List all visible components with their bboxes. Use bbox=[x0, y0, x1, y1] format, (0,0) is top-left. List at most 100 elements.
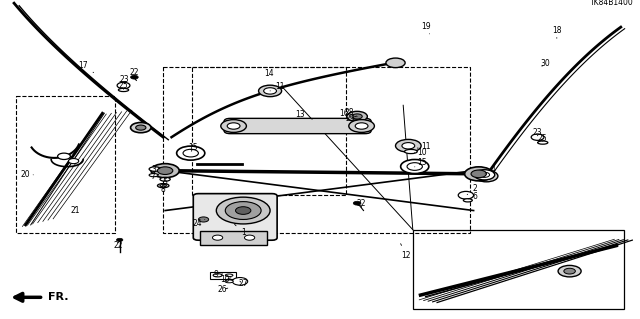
Text: 27: 27 bbox=[238, 279, 248, 288]
Circle shape bbox=[475, 170, 498, 182]
Text: 21: 21 bbox=[71, 206, 80, 215]
Circle shape bbox=[479, 172, 490, 177]
Text: 19: 19 bbox=[420, 22, 431, 34]
Circle shape bbox=[396, 139, 421, 152]
Text: 17: 17 bbox=[78, 61, 93, 73]
Circle shape bbox=[151, 164, 179, 178]
Text: TK84B1400: TK84B1400 bbox=[590, 0, 634, 7]
Circle shape bbox=[347, 111, 367, 122]
Bar bbox=[163, 67, 470, 233]
Ellipse shape bbox=[538, 141, 548, 144]
Bar bbox=[192, 67, 346, 195]
Text: 16: 16 bbox=[339, 109, 356, 118]
Circle shape bbox=[401, 160, 429, 174]
Text: 4: 4 bbox=[485, 165, 495, 174]
Circle shape bbox=[386, 58, 405, 68]
Circle shape bbox=[465, 167, 493, 181]
Circle shape bbox=[216, 197, 270, 224]
Circle shape bbox=[136, 125, 146, 130]
Text: 22: 22 bbox=[357, 199, 366, 208]
Circle shape bbox=[481, 173, 492, 179]
Circle shape bbox=[402, 143, 415, 149]
Text: 18: 18 bbox=[552, 26, 561, 38]
Ellipse shape bbox=[149, 174, 158, 177]
Ellipse shape bbox=[354, 120, 364, 123]
Text: 5: 5 bbox=[163, 178, 168, 187]
Bar bbox=[210, 272, 236, 279]
Circle shape bbox=[236, 207, 251, 214]
Text: 8: 8 bbox=[160, 185, 165, 194]
Circle shape bbox=[116, 238, 123, 241]
Text: 23: 23 bbox=[532, 128, 543, 137]
Circle shape bbox=[474, 170, 495, 180]
Circle shape bbox=[352, 114, 362, 119]
Text: 28: 28 bbox=[344, 108, 357, 117]
Circle shape bbox=[471, 170, 486, 178]
Circle shape bbox=[212, 235, 223, 240]
Ellipse shape bbox=[213, 274, 222, 277]
Text: 9: 9 bbox=[214, 271, 223, 279]
Text: 1: 1 bbox=[235, 224, 246, 237]
Circle shape bbox=[131, 75, 138, 79]
Text: 20: 20 bbox=[20, 170, 33, 179]
Ellipse shape bbox=[157, 184, 169, 188]
Text: 22: 22 bbox=[130, 68, 139, 78]
Ellipse shape bbox=[225, 280, 234, 283]
Text: 25: 25 bbox=[118, 81, 129, 90]
Text: 15: 15 bbox=[415, 158, 428, 167]
Text: 2: 2 bbox=[467, 184, 477, 195]
Circle shape bbox=[264, 88, 276, 94]
Text: 15: 15 bbox=[188, 143, 198, 152]
Text: 24: 24 bbox=[192, 219, 205, 228]
Ellipse shape bbox=[225, 274, 233, 277]
Circle shape bbox=[183, 149, 198, 157]
Ellipse shape bbox=[404, 149, 417, 154]
FancyBboxPatch shape bbox=[200, 231, 267, 245]
Text: 13: 13 bbox=[294, 110, 312, 119]
Circle shape bbox=[564, 268, 575, 274]
Text: 10: 10 bbox=[415, 148, 428, 157]
Circle shape bbox=[131, 122, 151, 133]
Circle shape bbox=[68, 159, 79, 164]
Bar bbox=[413, 230, 624, 309]
Text: 26: 26 bbox=[218, 285, 228, 294]
Ellipse shape bbox=[118, 88, 129, 92]
Circle shape bbox=[244, 235, 255, 240]
FancyBboxPatch shape bbox=[224, 118, 371, 134]
Text: 11: 11 bbox=[417, 142, 430, 151]
Circle shape bbox=[225, 202, 261, 219]
Circle shape bbox=[259, 85, 282, 97]
Circle shape bbox=[58, 153, 70, 160]
FancyBboxPatch shape bbox=[193, 194, 277, 240]
Circle shape bbox=[355, 123, 368, 129]
Circle shape bbox=[117, 82, 130, 89]
Text: FR.: FR. bbox=[48, 292, 68, 302]
Circle shape bbox=[177, 146, 205, 160]
Text: 6: 6 bbox=[468, 192, 477, 201]
Text: 25: 25 bbox=[538, 134, 548, 143]
Circle shape bbox=[221, 120, 246, 132]
Circle shape bbox=[407, 163, 422, 170]
Circle shape bbox=[558, 265, 581, 277]
Bar bbox=[16, 96, 115, 233]
Circle shape bbox=[353, 201, 361, 205]
Circle shape bbox=[198, 217, 209, 222]
Text: 29: 29 bbox=[345, 115, 356, 123]
Text: 14: 14 bbox=[264, 69, 278, 83]
Text: 7: 7 bbox=[150, 172, 159, 181]
Circle shape bbox=[232, 278, 248, 285]
Text: 3: 3 bbox=[151, 165, 160, 174]
Text: 22: 22 bbox=[114, 241, 123, 250]
Circle shape bbox=[157, 167, 173, 174]
Circle shape bbox=[349, 120, 374, 132]
Circle shape bbox=[227, 123, 240, 129]
Text: 23: 23 bbox=[120, 75, 130, 84]
Text: 11: 11 bbox=[270, 82, 285, 91]
Ellipse shape bbox=[463, 199, 472, 202]
Circle shape bbox=[458, 191, 474, 199]
Ellipse shape bbox=[160, 184, 166, 187]
Text: 12: 12 bbox=[401, 244, 411, 260]
Ellipse shape bbox=[160, 177, 170, 181]
Text: 10: 10 bbox=[220, 275, 231, 284]
Text: 30: 30 bbox=[540, 59, 550, 68]
